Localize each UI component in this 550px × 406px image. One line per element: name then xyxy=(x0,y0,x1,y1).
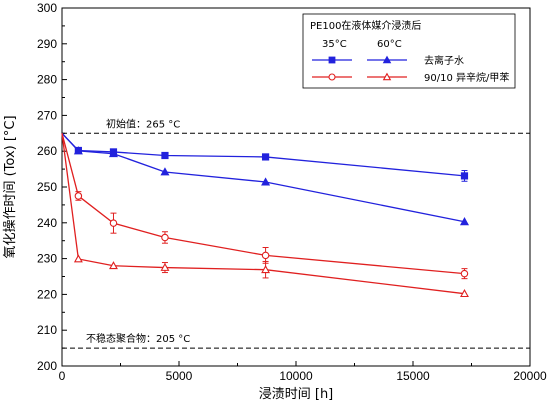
data-point xyxy=(460,172,469,180)
y-tick-label: 250 xyxy=(37,180,57,194)
series-line xyxy=(61,133,465,295)
x-tick-label: 15000 xyxy=(396,369,430,383)
data-point xyxy=(460,269,469,278)
y-tick-label: 200 xyxy=(37,359,57,373)
data-point xyxy=(161,151,169,160)
x-tick-label: 5000 xyxy=(166,369,193,383)
y-tick-label: 220 xyxy=(37,287,57,301)
legend-row-label-water: 去离子水 xyxy=(424,54,464,67)
legend: PE100在液体媒介浸渍后 35°C 60°C 去离子水 90/10 异辛烷/甲… xyxy=(302,13,516,89)
data-point xyxy=(74,192,83,200)
reference-line-label: 不稳态聚合物：205 °C xyxy=(86,332,190,345)
data-point xyxy=(328,73,336,81)
legend-title: PE100在液体媒介浸渍后 xyxy=(310,19,421,32)
series-line xyxy=(61,132,465,223)
y-tick-label: 230 xyxy=(37,252,57,266)
y-tick-label: 260 xyxy=(37,144,57,158)
data-point xyxy=(460,289,469,298)
y-tick-label: 300 xyxy=(37,1,57,15)
x-tick-label: 10000 xyxy=(279,369,313,383)
data-point xyxy=(161,233,169,242)
data-point xyxy=(382,55,392,64)
data-point xyxy=(261,251,270,260)
series-open-circle xyxy=(61,133,469,280)
legend-col-header-60: 60°C xyxy=(377,39,402,50)
series-line xyxy=(61,133,465,275)
y-axis-title: 氧化操作时间 (Tox) [°C] xyxy=(2,115,18,258)
data-series xyxy=(61,132,469,298)
series-open-triangle xyxy=(61,133,469,298)
data-point xyxy=(261,177,271,186)
y-tick-label: 210 xyxy=(37,323,57,337)
x-tick-label: 0 xyxy=(59,369,66,383)
data-point xyxy=(160,262,170,271)
legend-col-header-35: 35°C xyxy=(322,39,347,50)
data-point xyxy=(160,167,170,176)
legend-row-label-solvent: 90/10 异辛烷/甲苯 xyxy=(424,71,509,84)
data-point xyxy=(261,265,271,274)
x-tick-label: 20000 xyxy=(513,369,547,383)
y-axis-ticks: 200 210 220 230 240 250 260 270 280 290 300 xyxy=(37,1,67,373)
data-point xyxy=(328,56,336,64)
data-point xyxy=(73,254,83,263)
legend-samples xyxy=(312,55,407,81)
data-point xyxy=(109,219,118,227)
y-tick-label: 240 xyxy=(37,216,57,230)
data-point xyxy=(73,146,83,155)
data-point xyxy=(261,153,270,161)
reference-lines: 初始值：265 °C 不稳态聚合物：205 °C xyxy=(62,117,530,349)
data-point xyxy=(459,217,469,226)
x-axis-ticks: 0 5000 10000 15000 20000 xyxy=(59,361,547,383)
data-point xyxy=(108,149,118,158)
x-axis-title: 浸渍时间 [h] xyxy=(259,387,334,402)
y-tick-label: 280 xyxy=(37,73,57,87)
series-filled-triangle xyxy=(61,132,469,226)
y-tick-label: 270 xyxy=(37,108,57,122)
legend-box xyxy=(302,13,516,89)
y-tick-label: 290 xyxy=(37,37,57,51)
data-point xyxy=(109,261,118,270)
data-point xyxy=(382,72,392,81)
reference-line-label: 初始值：265 °C xyxy=(106,117,180,130)
